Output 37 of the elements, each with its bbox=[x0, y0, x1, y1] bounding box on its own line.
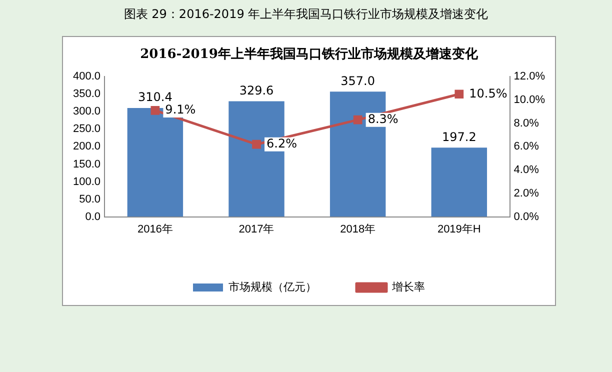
y2-tick-label: 2.0% bbox=[514, 187, 540, 200]
y-tick-label: 250.0 bbox=[72, 123, 101, 136]
y2-tick-label: 8.0% bbox=[514, 117, 540, 130]
x-tick-label: 2019年H bbox=[437, 223, 481, 236]
bar bbox=[431, 148, 488, 217]
legend-label: 增长率 bbox=[391, 280, 425, 294]
data-label: 329.6 bbox=[239, 83, 274, 98]
y-tick-label: 350.0 bbox=[72, 88, 101, 100]
y-tick-label: 100.0 bbox=[72, 176, 101, 188]
point bbox=[454, 90, 464, 99]
x-tick-label: 2017年 bbox=[238, 223, 274, 236]
data-label: 8.3% bbox=[368, 112, 398, 126]
point bbox=[353, 115, 362, 124]
data-label: 6.2% bbox=[266, 136, 298, 150]
data-label: 357.0 bbox=[340, 74, 376, 88]
x-tick-label: 2018年 bbox=[340, 223, 376, 236]
y-tick-label: 50.0 bbox=[79, 193, 101, 206]
y2-tick-label: 0.0% bbox=[514, 210, 540, 223]
point bbox=[252, 140, 261, 149]
chart-title: 2016-2019年上半年我国马口铁行业市场规模及增速变化 bbox=[140, 46, 479, 62]
data-label: 9.1% bbox=[165, 102, 196, 117]
y2-tick-label: 4.0% bbox=[514, 164, 540, 176]
y2-tick-label: 6.0% bbox=[514, 140, 540, 153]
y2-tick-label: 10.0% bbox=[514, 94, 546, 106]
y-tick-label: 300.0 bbox=[72, 106, 101, 118]
legend-label: 市场规模（亿元） bbox=[228, 280, 316, 294]
y2-tick-label: 12.0% bbox=[514, 70, 546, 83]
text: 图表 29：2016-2019 年上半年我国马口铁行业市场规模及增速变化 bbox=[122, 6, 490, 23]
data-label: 310.4 bbox=[138, 90, 172, 104]
y-tick-label: 0.0 bbox=[85, 210, 101, 223]
data-label: 10.5% bbox=[469, 86, 508, 100]
y-tick-label: 200.0 bbox=[72, 140, 101, 153]
y-tick-label: 400.0 bbox=[72, 70, 101, 83]
data-label: 197.2 bbox=[442, 130, 476, 144]
x-tick-label: 2016年 bbox=[137, 223, 173, 236]
y-tick-label: 150.0 bbox=[72, 158, 101, 170]
point bbox=[150, 106, 160, 115]
